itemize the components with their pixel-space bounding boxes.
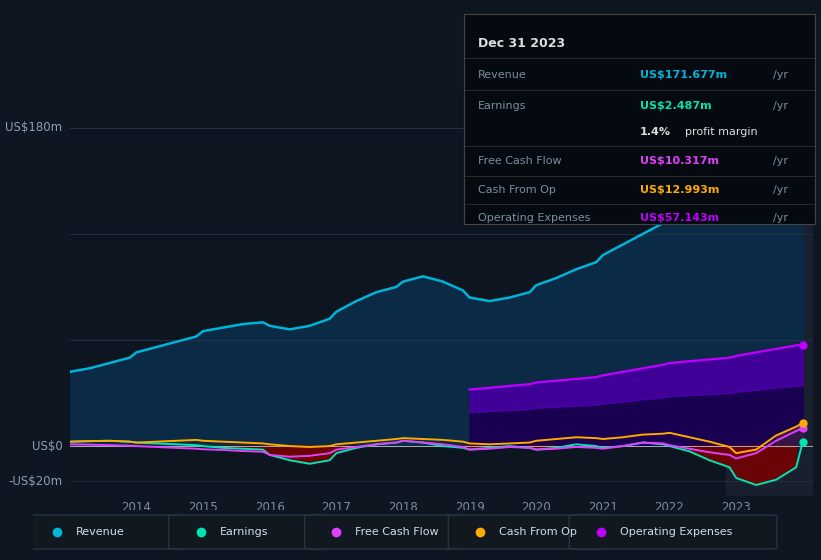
- Text: profit margin: profit margin: [686, 127, 758, 137]
- Text: Revenue: Revenue: [478, 70, 526, 80]
- Text: US$57.143m: US$57.143m: [640, 213, 718, 223]
- Text: Dec 31 2023: Dec 31 2023: [478, 37, 565, 50]
- Text: Cash From Op: Cash From Op: [499, 527, 576, 537]
- FancyBboxPatch shape: [169, 515, 331, 549]
- FancyBboxPatch shape: [569, 515, 777, 549]
- Text: /yr: /yr: [773, 185, 788, 195]
- Text: Operating Expenses: Operating Expenses: [478, 213, 590, 223]
- Text: Free Cash Flow: Free Cash Flow: [355, 527, 439, 537]
- Text: -US$20m: -US$20m: [8, 475, 62, 488]
- Text: /yr: /yr: [773, 70, 788, 80]
- Text: Operating Expenses: Operating Expenses: [620, 527, 732, 537]
- Text: US$171.677m: US$171.677m: [640, 70, 727, 80]
- Text: US$2.487m: US$2.487m: [640, 101, 711, 111]
- Text: /yr: /yr: [773, 101, 788, 111]
- Text: US$0: US$0: [31, 440, 62, 452]
- Text: US$10.317m: US$10.317m: [640, 156, 718, 166]
- Text: /yr: /yr: [773, 156, 788, 166]
- Text: Earnings: Earnings: [219, 527, 268, 537]
- Text: 1.4%: 1.4%: [640, 127, 671, 137]
- FancyBboxPatch shape: [305, 515, 467, 549]
- Bar: [726, 92, 813, 496]
- Text: Revenue: Revenue: [76, 527, 125, 537]
- Text: US$12.993m: US$12.993m: [640, 185, 719, 195]
- Text: Free Cash Flow: Free Cash Flow: [478, 156, 562, 166]
- FancyBboxPatch shape: [25, 515, 188, 549]
- Text: US$180m: US$180m: [5, 122, 62, 134]
- Text: Cash From Op: Cash From Op: [478, 185, 556, 195]
- Text: Earnings: Earnings: [478, 101, 526, 111]
- FancyBboxPatch shape: [448, 515, 611, 549]
- Text: /yr: /yr: [773, 213, 788, 223]
